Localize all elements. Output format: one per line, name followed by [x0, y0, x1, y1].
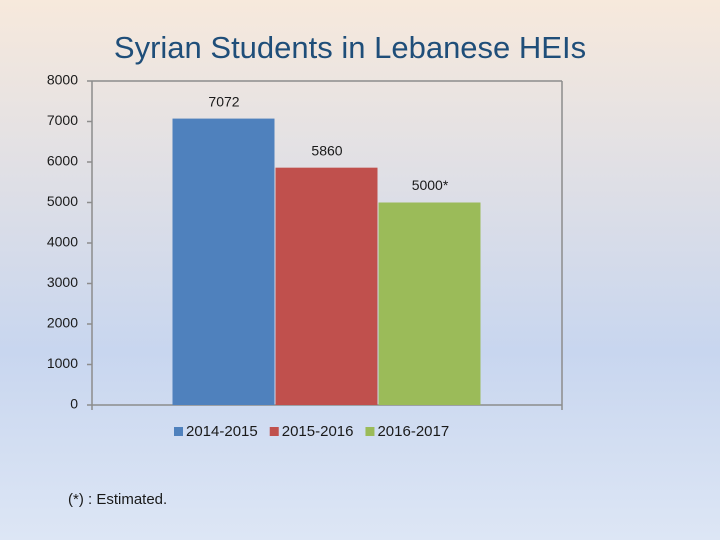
y-tick-label: 0: [70, 396, 78, 412]
bar: [275, 167, 378, 405]
data-label: 5860: [311, 142, 342, 158]
legend-swatch: [174, 427, 183, 436]
legend-label: 2016-2017: [377, 423, 449, 440]
chart-title: Syrian Students in Lebanese HEIs: [114, 30, 586, 65]
y-tick-label: 5000: [47, 193, 78, 209]
bar: [172, 118, 275, 406]
annotation: (*) : Estimated.: [68, 491, 167, 508]
data-label: 7072: [208, 93, 239, 109]
y-tick-label: 7000: [47, 112, 78, 128]
data-label: 5000*: [412, 177, 449, 193]
bar: [378, 202, 481, 405]
legend-swatch: [269, 427, 279, 436]
legend-swatch: [365, 427, 375, 436]
y-tick-label: 2000: [47, 315, 78, 331]
y-tick-label: 3000: [47, 274, 78, 290]
legend-label: 2014-2015: [186, 423, 258, 440]
y-tick-label: 8000: [47, 72, 78, 88]
y-tick-label: 6000: [47, 153, 78, 169]
legend-label: 2015-2016: [282, 423, 354, 440]
y-tick-label: 1000: [47, 355, 78, 371]
y-tick-label: 4000: [47, 234, 78, 250]
